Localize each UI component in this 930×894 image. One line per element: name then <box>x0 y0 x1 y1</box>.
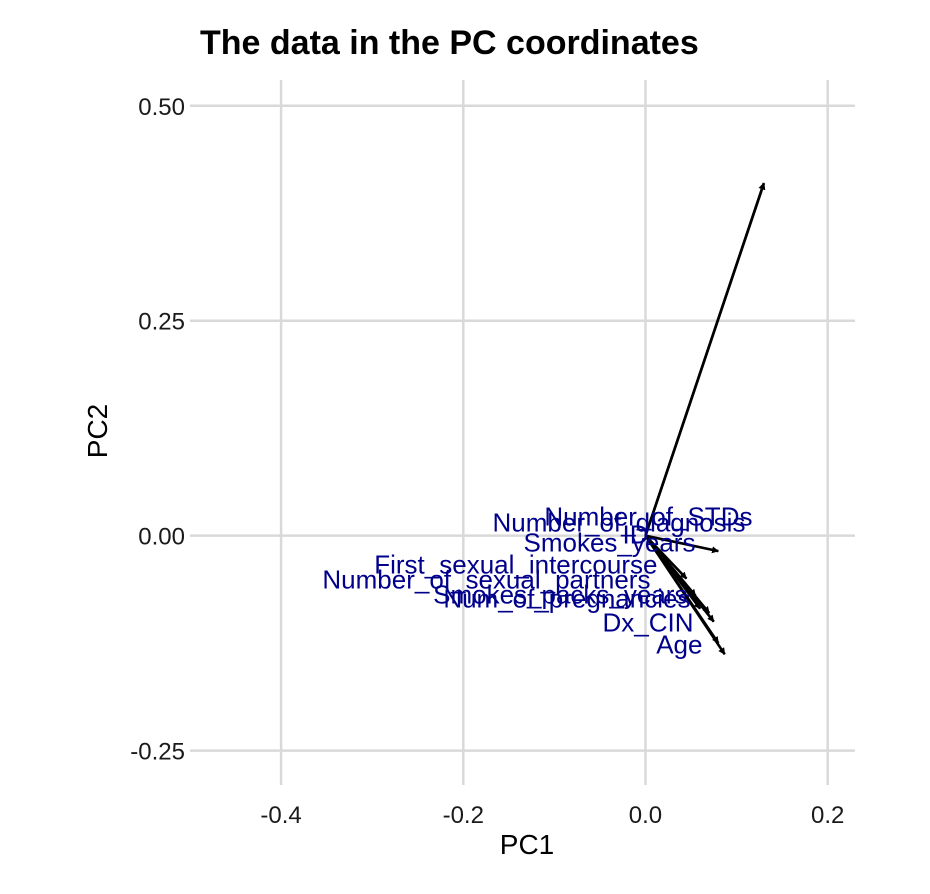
y-tick-label: 0.50 <box>138 94 185 121</box>
y-tick-label: 0.00 <box>138 524 185 551</box>
x-axis-title: PC1 <box>500 829 554 860</box>
grid-layer <box>190 80 855 785</box>
variable-label: Num_of_pregnancies <box>443 584 690 614</box>
variable-label: Number_of_diagnosis <box>493 508 746 538</box>
variable-label: Smokes_packs_years <box>433 580 687 610</box>
x-tick-label: -0.2 <box>443 802 484 829</box>
y-axis-title: PC2 <box>82 404 113 458</box>
variable-label: Dx_CIN <box>602 608 693 638</box>
chart-title: The data in the PC coordinates <box>200 24 699 62</box>
label-layer: Number_of_diagnosisNumber_of_STDsIDSmoke… <box>322 502 752 660</box>
y-tick-label: -0.25 <box>130 739 185 766</box>
variable-label: Number_of_STDs <box>544 502 752 532</box>
loading-arrow <box>644 534 726 656</box>
variable-label: Age <box>656 630 702 660</box>
loading-arrow <box>645 534 720 554</box>
variable-label: Smokes_years <box>524 528 696 558</box>
loading-arrow <box>644 534 715 623</box>
loading-arrow <box>644 182 766 537</box>
y-tick-label: 0.25 <box>138 309 185 336</box>
tick-layer: -0.4 -0.2 0.0 0.2 -0.25 0.00 0.25 0.50 <box>130 94 844 829</box>
arrow-layer <box>644 182 766 656</box>
x-tick-label: 0.0 <box>629 802 662 829</box>
x-tick-label: -0.4 <box>260 802 301 829</box>
variable-label: ID <box>622 520 648 550</box>
variable-label: Number_of_sexual_partners <box>322 565 650 595</box>
x-tick-label: 0.2 <box>811 802 844 829</box>
variable-label: First_sexual_intercourse <box>374 550 657 580</box>
